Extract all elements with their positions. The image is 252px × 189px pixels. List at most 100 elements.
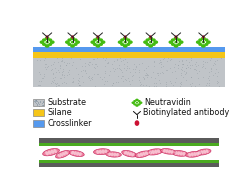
- Point: [34, 99, 38, 102]
- Point: [119, 69, 123, 72]
- Point: [51, 72, 55, 75]
- Point: [122, 58, 127, 61]
- Point: [100, 77, 104, 80]
- Point: [183, 72, 187, 75]
- Point: [180, 75, 184, 78]
- Ellipse shape: [74, 38, 78, 41]
- Point: [92, 65, 96, 68]
- Point: [81, 68, 85, 71]
- Point: [171, 83, 175, 86]
- Point: [105, 62, 109, 65]
- Point: [34, 99, 38, 102]
- Point: [37, 102, 41, 105]
- Ellipse shape: [163, 149, 166, 153]
- Point: [138, 68, 142, 71]
- Point: [179, 66, 183, 69]
- Point: [159, 66, 163, 69]
- Ellipse shape: [201, 44, 206, 48]
- Point: [130, 74, 134, 77]
- Point: [95, 64, 99, 67]
- Point: [190, 84, 194, 88]
- Point: [111, 82, 115, 85]
- Point: [79, 69, 83, 72]
- Ellipse shape: [45, 44, 50, 48]
- Bar: [34, 120, 44, 127]
- Ellipse shape: [182, 152, 185, 156]
- Ellipse shape: [70, 36, 75, 40]
- Ellipse shape: [204, 43, 208, 46]
- Point: [106, 61, 110, 64]
- Point: [177, 82, 181, 85]
- Point: [103, 71, 107, 74]
- Point: [110, 84, 114, 87]
- Point: [179, 74, 183, 77]
- Point: [118, 68, 122, 71]
- Ellipse shape: [140, 153, 143, 156]
- Point: [51, 80, 55, 83]
- Point: [53, 67, 57, 70]
- Point: [215, 80, 219, 83]
- Ellipse shape: [48, 150, 51, 155]
- Point: [198, 69, 202, 72]
- Ellipse shape: [96, 44, 100, 48]
- Point: [181, 63, 185, 66]
- Point: [169, 57, 173, 60]
- Point: [39, 100, 43, 103]
- Ellipse shape: [135, 151, 150, 157]
- Point: [33, 98, 37, 101]
- Point: [209, 57, 213, 60]
- Point: [186, 65, 190, 68]
- Point: [93, 84, 97, 88]
- Point: [114, 81, 118, 84]
- Point: [201, 60, 205, 63]
- Point: [178, 85, 182, 88]
- Point: [91, 57, 96, 60]
- Ellipse shape: [123, 36, 128, 40]
- Ellipse shape: [203, 150, 206, 154]
- Point: [125, 61, 129, 64]
- Point: [49, 64, 53, 67]
- Point: [188, 64, 192, 67]
- Point: [103, 80, 107, 83]
- Point: [71, 79, 75, 82]
- Point: [207, 81, 211, 84]
- Ellipse shape: [135, 120, 139, 126]
- Ellipse shape: [137, 153, 141, 157]
- Point: [83, 69, 87, 72]
- Point: [43, 66, 47, 69]
- Ellipse shape: [202, 35, 205, 39]
- Point: [33, 99, 37, 102]
- Ellipse shape: [62, 152, 66, 156]
- Point: [194, 61, 198, 64]
- Point: [68, 61, 72, 64]
- Point: [207, 70, 211, 74]
- Point: [126, 76, 130, 79]
- Point: [192, 67, 196, 70]
- Point: [188, 66, 192, 69]
- Point: [59, 59, 63, 62]
- Ellipse shape: [132, 101, 135, 104]
- Point: [58, 64, 62, 67]
- Point: [203, 60, 207, 64]
- Point: [78, 84, 82, 87]
- Point: [194, 69, 198, 72]
- Point: [141, 76, 145, 79]
- Point: [55, 56, 59, 59]
- Point: [151, 65, 155, 68]
- Point: [184, 72, 188, 75]
- Ellipse shape: [145, 43, 150, 46]
- Ellipse shape: [171, 38, 175, 41]
- Point: [83, 65, 87, 68]
- Point: [203, 67, 207, 70]
- Ellipse shape: [198, 43, 202, 46]
- Point: [142, 76, 146, 79]
- Point: [89, 77, 93, 80]
- Point: [64, 64, 68, 67]
- Point: [137, 70, 141, 74]
- Point: [38, 84, 42, 87]
- Point: [50, 79, 54, 82]
- Ellipse shape: [152, 38, 156, 41]
- Point: [128, 82, 132, 85]
- Ellipse shape: [198, 151, 201, 155]
- Point: [76, 81, 80, 84]
